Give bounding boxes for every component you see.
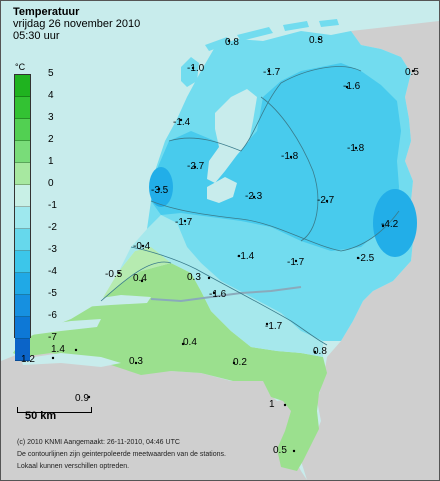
station-value: 0.2 [233, 357, 247, 368]
station-value: -1.7 [287, 257, 305, 268]
river-waal [150, 286, 302, 303]
station-value: -0.4 [133, 241, 151, 252]
scale-bar [17, 407, 92, 413]
station-value: 0.8 [313, 346, 327, 357]
legend-swatch [15, 273, 30, 295]
station-value: -1.8 [347, 143, 365, 154]
cold-spot-east [373, 189, 417, 257]
station-markers [51, 37, 415, 453]
legend-swatch [15, 339, 30, 361]
legend-swatch [15, 141, 30, 163]
station-value: -1.4 [173, 117, 191, 128]
station-value: 0.4 [133, 273, 147, 284]
station-value: -1.7 [175, 217, 193, 228]
station-value: -2.5 [357, 253, 375, 264]
color-legend [14, 74, 31, 361]
legend-label: 4 [48, 90, 54, 101]
legend-label: 5 [48, 68, 54, 79]
station-value: -1.7 [265, 321, 283, 332]
region-pale-cyan [119, 215, 323, 357]
station-value: 0.3 [187, 272, 201, 283]
station-value: -0.5 [105, 269, 123, 280]
station-value: 1.4 [51, 344, 65, 355]
contour-lines [100, 66, 400, 346]
legend-label: -4 [48, 266, 57, 277]
legend-swatch [15, 317, 30, 339]
footer-note-local: Lokaal kunnen verschillen optreden. [17, 463, 130, 470]
estuary-westerschelde [21, 353, 121, 367]
cold-spot-west [149, 167, 173, 207]
wadden-island-ameland [283, 21, 309, 31]
legend-label: -1 [48, 200, 57, 211]
station-value: 1 [269, 399, 275, 410]
wadden-island-schiermonnikoog [319, 19, 339, 27]
legend-swatch [15, 185, 30, 207]
scale-label: 50 km [25, 410, 57, 422]
station-value: -1.6 [343, 81, 361, 92]
station-value: 1.2 [21, 354, 35, 365]
legend-label: 3 [48, 112, 54, 123]
wadden-island-texel [181, 57, 199, 87]
map-date: vrijdag 26 november 2010 [13, 18, 141, 30]
markermeer [207, 177, 237, 203]
foreign-land-belgium [1, 351, 307, 480]
station-value: -4.2 [381, 219, 399, 230]
legend-label: 2 [48, 134, 54, 145]
station-value: -2.7 [187, 161, 205, 172]
estuary-oosterschelde [31, 319, 101, 335]
station-value: -1.6 [209, 289, 227, 300]
station-value: -2.7 [317, 195, 335, 206]
station-value: -1.7 [263, 67, 281, 78]
legend-swatch [15, 229, 30, 251]
legend-swatch [15, 75, 30, 97]
estuary-haringvliet [81, 295, 151, 307]
wadden-island-vlieland [205, 37, 231, 51]
footer-note-contours: De contourlijnen zijn geinterpoleerde me… [17, 451, 226, 458]
map-title: Temperatuur [13, 6, 80, 18]
station-value: -1.0 [187, 63, 205, 74]
station-value: -3.5 [151, 185, 169, 196]
map-time: 05:30 uur [13, 30, 60, 42]
legend-swatch [15, 163, 30, 185]
station-value: 0.3 [129, 356, 143, 367]
legend-swatch [15, 251, 30, 273]
station-value: -1.8 [281, 151, 299, 162]
station-value: -2.3 [245, 191, 263, 202]
region-blue-interior [151, 63, 401, 251]
station-value: 0.5 [405, 67, 419, 78]
legend-label: -5 [48, 288, 57, 299]
legend-swatch [15, 295, 30, 317]
region-light-green-coast [101, 247, 171, 301]
station-value: 0.5 [273, 445, 287, 456]
legend-swatch [15, 207, 30, 229]
legend-unit: °C [15, 62, 26, 72]
station-value: 0.4 [183, 337, 197, 348]
legend-label: -3 [48, 244, 57, 255]
region-green-south [13, 263, 327, 471]
legend-label: -6 [48, 310, 57, 321]
station-value: 0.8 [225, 37, 239, 48]
legend-swatch [15, 97, 30, 119]
station-value: 0.3 [309, 35, 323, 46]
ijsselmeer [207, 89, 257, 183]
legend-label: -2 [48, 222, 57, 233]
foreign-land-germany [301, 21, 439, 480]
legend-label: -7 [48, 332, 57, 343]
wadden-island-terschelling [237, 27, 273, 41]
legend-label: 1 [48, 156, 54, 167]
station-value: 0.9 [75, 393, 89, 404]
legend-label: 0 [48, 178, 54, 189]
footer-copyright: (c) 2010 KNMI Aangemaakt: 26-11-2010, 04… [17, 439, 180, 446]
legend-swatch [15, 119, 30, 141]
station-value: -1.4 [237, 251, 255, 262]
